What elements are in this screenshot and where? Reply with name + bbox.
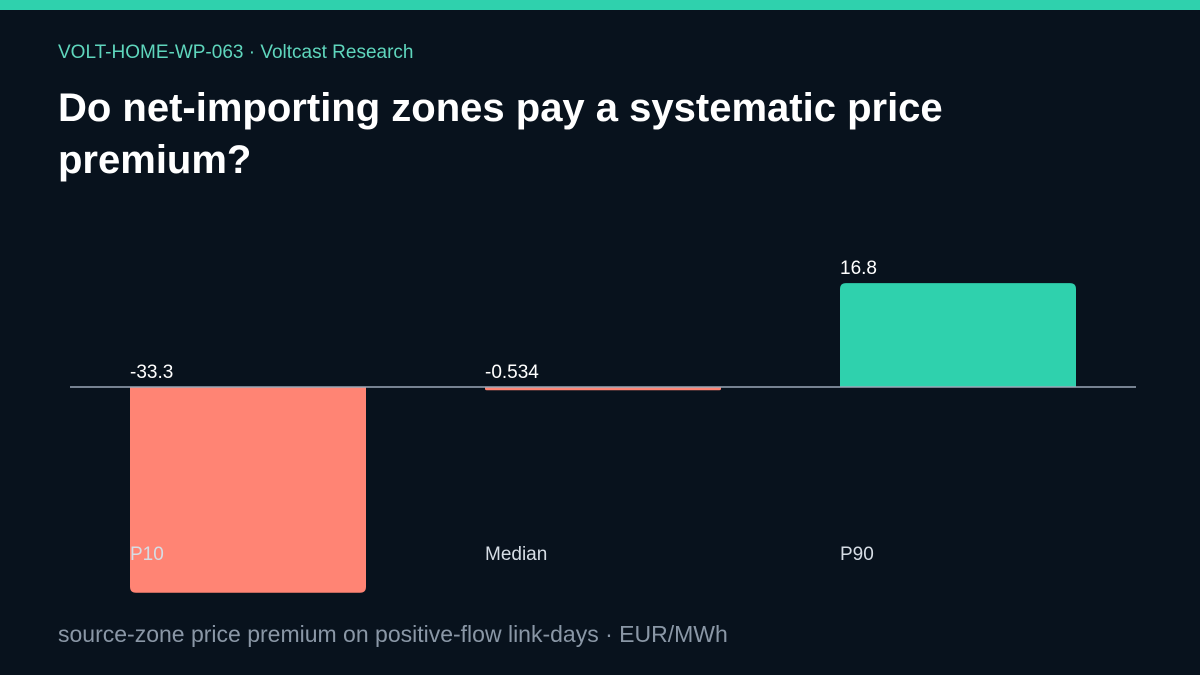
- category-label-p10: P10: [130, 544, 164, 565]
- report-kicker: VOLT-HOME-WP-063 · Voltcast Research: [58, 42, 414, 63]
- bar-median: [485, 387, 721, 391]
- bar-p90: [840, 283, 1076, 387]
- chart-caption: source-zone price premium on positive-fl…: [58, 621, 728, 647]
- value-label-median: -0.534: [485, 362, 539, 383]
- accent-top-bar: [0, 0, 1200, 10]
- category-label-p90: P90: [840, 544, 874, 565]
- page-title: Do net-importing zones pay a systematic …: [58, 86, 943, 182]
- bar-p10: [130, 387, 366, 593]
- value-label-p10: -33.3: [130, 362, 173, 383]
- category-label-median: Median: [485, 544, 547, 565]
- value-label-p90: 16.8: [840, 258, 877, 279]
